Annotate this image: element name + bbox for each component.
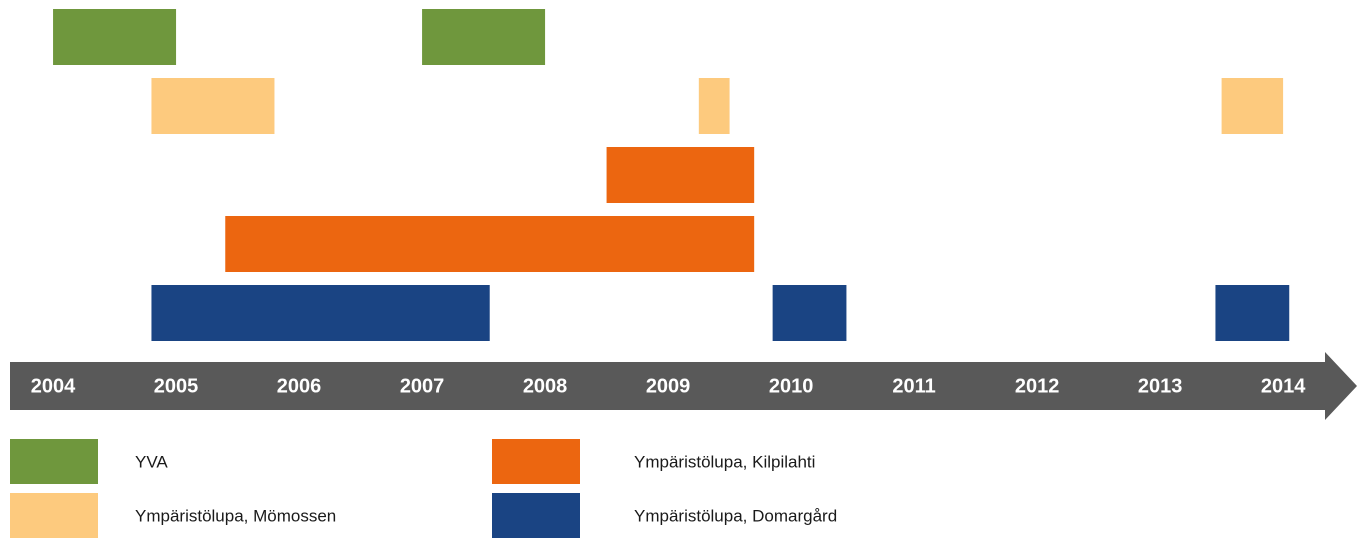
year-label: 2005	[154, 375, 199, 397]
year-label: 2010	[769, 375, 814, 397]
legend-label: YVA	[135, 452, 168, 471]
year-label: 2012	[1015, 375, 1060, 397]
legend-swatch	[10, 439, 98, 484]
year-label: 2009	[646, 375, 691, 397]
year-label: 2006	[277, 375, 322, 397]
timeline-bar	[772, 285, 847, 341]
year-label: 2011	[892, 375, 935, 397]
timeline-bar	[151, 78, 275, 134]
timeline-bar	[53, 9, 177, 65]
timeline-arrow	[10, 352, 1357, 420]
legend-label: Ympäristölupa, Kilpilahti	[634, 452, 815, 471]
legend-swatch	[492, 439, 580, 484]
year-label: 2013	[1138, 375, 1183, 397]
timeline-bar	[1221, 78, 1284, 134]
legend-swatch	[10, 493, 98, 538]
year-label: 2007	[400, 375, 445, 397]
year-label: 2008	[523, 375, 568, 397]
timeline-bar	[422, 9, 546, 65]
year-label: 2004	[31, 375, 76, 397]
year-label: 2014	[1261, 375, 1306, 397]
legend-label: Ympäristölupa, Domargård	[634, 506, 837, 525]
timeline-bar	[151, 285, 490, 341]
legend-label: Ympäristölupa, Mömossen	[135, 506, 336, 525]
legend-swatch	[492, 493, 580, 538]
timeline-bar	[606, 147, 755, 203]
timeline-bar	[225, 216, 755, 272]
timeline-bar	[698, 78, 730, 134]
timeline-bar	[1215, 285, 1290, 341]
